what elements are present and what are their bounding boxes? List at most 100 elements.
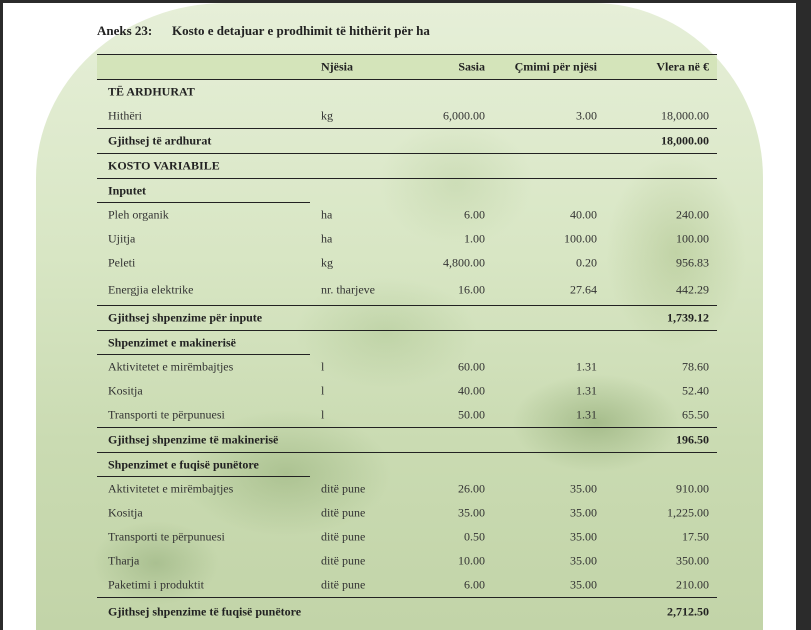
- cell-quantity: 50.00: [458, 407, 485, 422]
- cell-value: 65.50: [682, 407, 709, 422]
- cell-quantity: 35.00: [458, 505, 485, 520]
- cell-unit-price: 1.31: [576, 383, 597, 398]
- annex-number: Aneks 23:: [97, 23, 153, 38]
- cell-value: 78.60: [682, 359, 709, 374]
- cell-label: Ujitja: [108, 231, 136, 246]
- cell-label: Aktivitetet e mirëmbajtjes: [108, 481, 234, 496]
- cell-quantity: 1.00: [464, 231, 485, 246]
- cell-unit-price: 40.00: [570, 207, 597, 222]
- cell-label: TË ARDHURAT: [108, 84, 195, 99]
- cell-unit-price: 35.00: [570, 481, 597, 496]
- cell-value: 2,712.50: [667, 604, 709, 619]
- header-value: Vlera në €: [656, 59, 709, 74]
- table-row: Hithëri kg 6,000.00 3.00 18,000.00: [97, 104, 717, 128]
- total-row: Gjithsej të ardhurat 18,000.00: [97, 128, 717, 153]
- cell-label: KOSTO VARIABILE: [108, 158, 220, 173]
- cell-value: 100.00: [676, 231, 709, 246]
- table-row: Transporti te përpunuesi l 50.00 1.31 65.50: [97, 403, 717, 427]
- table-row: Kositja l 40.00 1.31 52.40: [97, 379, 717, 403]
- cell-value: 956.83: [676, 255, 709, 270]
- cell-unit: ditë pune: [321, 481, 366, 496]
- cell-unit: ditë pune: [321, 577, 366, 592]
- cell-value: 18,000.00: [661, 108, 709, 123]
- cell-label: Energjia elektrike: [108, 282, 194, 297]
- cell-unit-price: 100.00: [564, 231, 597, 246]
- section-header-row: TË ARDHURAT: [97, 80, 717, 104]
- header-quantity: Sasia: [458, 59, 485, 74]
- cell-quantity: 60.00: [458, 359, 485, 374]
- cell-label: Inputet: [108, 183, 147, 198]
- cell-quantity: 26.00: [458, 481, 485, 496]
- cell-value: 17.50: [682, 529, 709, 544]
- cell-label: Gjithsej shpenzime të fuqisë punëtore: [108, 604, 302, 619]
- table-row: Aktivitetet e mirëmbajtjes ditë pune 26.00…: [97, 477, 717, 501]
- header-unit-price: Çmimi për njësi: [514, 59, 597, 74]
- table-row: Aktivitetet e mirëmbajtjes l 60.00 1.31 78.6…: [97, 355, 717, 379]
- table-row: Peleti kg 4,800.00 0.20 956.83: [97, 251, 717, 275]
- cell-label: Hithëri: [108, 108, 142, 123]
- cell-unit: l: [321, 407, 325, 422]
- cell-label: Shpenzimet e fuqisë punëtore: [108, 457, 259, 472]
- table-row: Tharja ditë pune 10.00 35.00 350.00: [97, 549, 717, 573]
- cell-unit: ha: [321, 231, 333, 246]
- cell-quantity: 10.00: [458, 553, 485, 568]
- cell-unit: ditë pune: [321, 505, 366, 520]
- cell-label: Kositja: [108, 383, 143, 398]
- table-row: Paketimi i produktit ditë pune 6.00 35.00 21…: [97, 573, 717, 597]
- cell-quantity: 40.00: [458, 383, 485, 398]
- cell-label: Transporti te përpunuesi: [108, 407, 225, 422]
- cell-label: Kositja: [108, 505, 143, 520]
- cell-value: 240.00: [676, 207, 709, 222]
- annex-caption: Kosto e detajuar e prodhimit të hithërit…: [172, 23, 430, 38]
- cell-label: Pleh organik: [108, 207, 169, 222]
- cell-value: 210.00: [676, 577, 709, 592]
- cell-unit-price: 1.31: [576, 407, 597, 422]
- cell-value: 350.00: [676, 553, 709, 568]
- section-header-row: Shpenzimet e makinerisë: [97, 330, 717, 355]
- cell-label: Paketimi i produktit: [108, 577, 204, 592]
- cell-unit-price: 35.00: [570, 577, 597, 592]
- cell-label: Gjithsej shpenzime të makinerisë: [108, 432, 279, 447]
- cell-unit-price: 0.20: [576, 255, 597, 270]
- total-row: Gjithsej shpenzime të fuqisë punëtore 2,7…: [97, 597, 717, 626]
- cell-unit: l: [321, 383, 325, 398]
- cell-label: Tharja: [108, 553, 140, 568]
- table-header-row: Njësia Sasia Çmimi për njësi Vlera në €: [97, 54, 717, 80]
- table-row: Energjia elektrike nr. tharjeve 16.00 27.64…: [97, 275, 717, 305]
- cell-unit: l: [321, 359, 325, 374]
- nettle-leaf-background-image: [36, 3, 763, 630]
- cell-value: 910.00: [676, 481, 709, 496]
- cell-unit-price: 35.00: [570, 553, 597, 568]
- cell-unit-price: 27.64: [570, 282, 597, 297]
- cell-value: 442.29: [676, 282, 709, 297]
- section-header-row: Inputet: [97, 178, 717, 203]
- cell-quantity: 6.00: [464, 577, 485, 592]
- cell-label: Gjithsej shpenzime për inpute: [108, 310, 263, 325]
- table-row: Ujitja ha 1.00 100.00 100.00: [97, 227, 717, 251]
- cell-label: Gjithsej të ardhurat: [108, 133, 212, 148]
- document-page: Aneks 23: Kosto e detajuar e prodhimit të…: [3, 3, 796, 630]
- table-row: Transporti te përpunuesi ditë pune 0.50 35.…: [97, 525, 717, 549]
- cell-unit: ditë pune: [321, 553, 366, 568]
- cell-quantity: 0.50: [464, 529, 485, 544]
- cell-unit-price: 35.00: [570, 505, 597, 520]
- cell-quantity: 6.00: [464, 207, 485, 222]
- cell-unit-price: 35.00: [570, 529, 597, 544]
- section-header-row: Shpenzimet e fuqisë punëtore: [97, 452, 717, 477]
- cell-value: 196.50: [676, 432, 709, 447]
- cell-label: Peleti: [108, 255, 136, 270]
- annex-title: Aneks 23: Kosto e detajuar e prodhimit të…: [97, 23, 430, 39]
- cell-label: Aktivitetet e mirëmbajtjes: [108, 359, 234, 374]
- cost-table: Njësia Sasia Çmimi për njësi Vlera në € TË A…: [97, 54, 717, 626]
- cell-unit: kg: [321, 108, 333, 123]
- cell-value: 1,739.12: [667, 310, 709, 325]
- cell-value: 18,000.00: [661, 133, 709, 148]
- cell-quantity: 4,800.00: [443, 255, 485, 270]
- header-unit: Njësia: [321, 59, 353, 74]
- cell-quantity: 16.00: [458, 282, 485, 297]
- cell-unit: kg: [321, 255, 333, 270]
- cell-unit: ha: [321, 207, 333, 222]
- total-row: Gjithsej shpenzime për inpute 1,739.12: [97, 305, 717, 330]
- cell-label: Shpenzimet e makinerisë: [108, 335, 236, 350]
- section-header-row: KOSTO VARIABILE: [97, 153, 717, 178]
